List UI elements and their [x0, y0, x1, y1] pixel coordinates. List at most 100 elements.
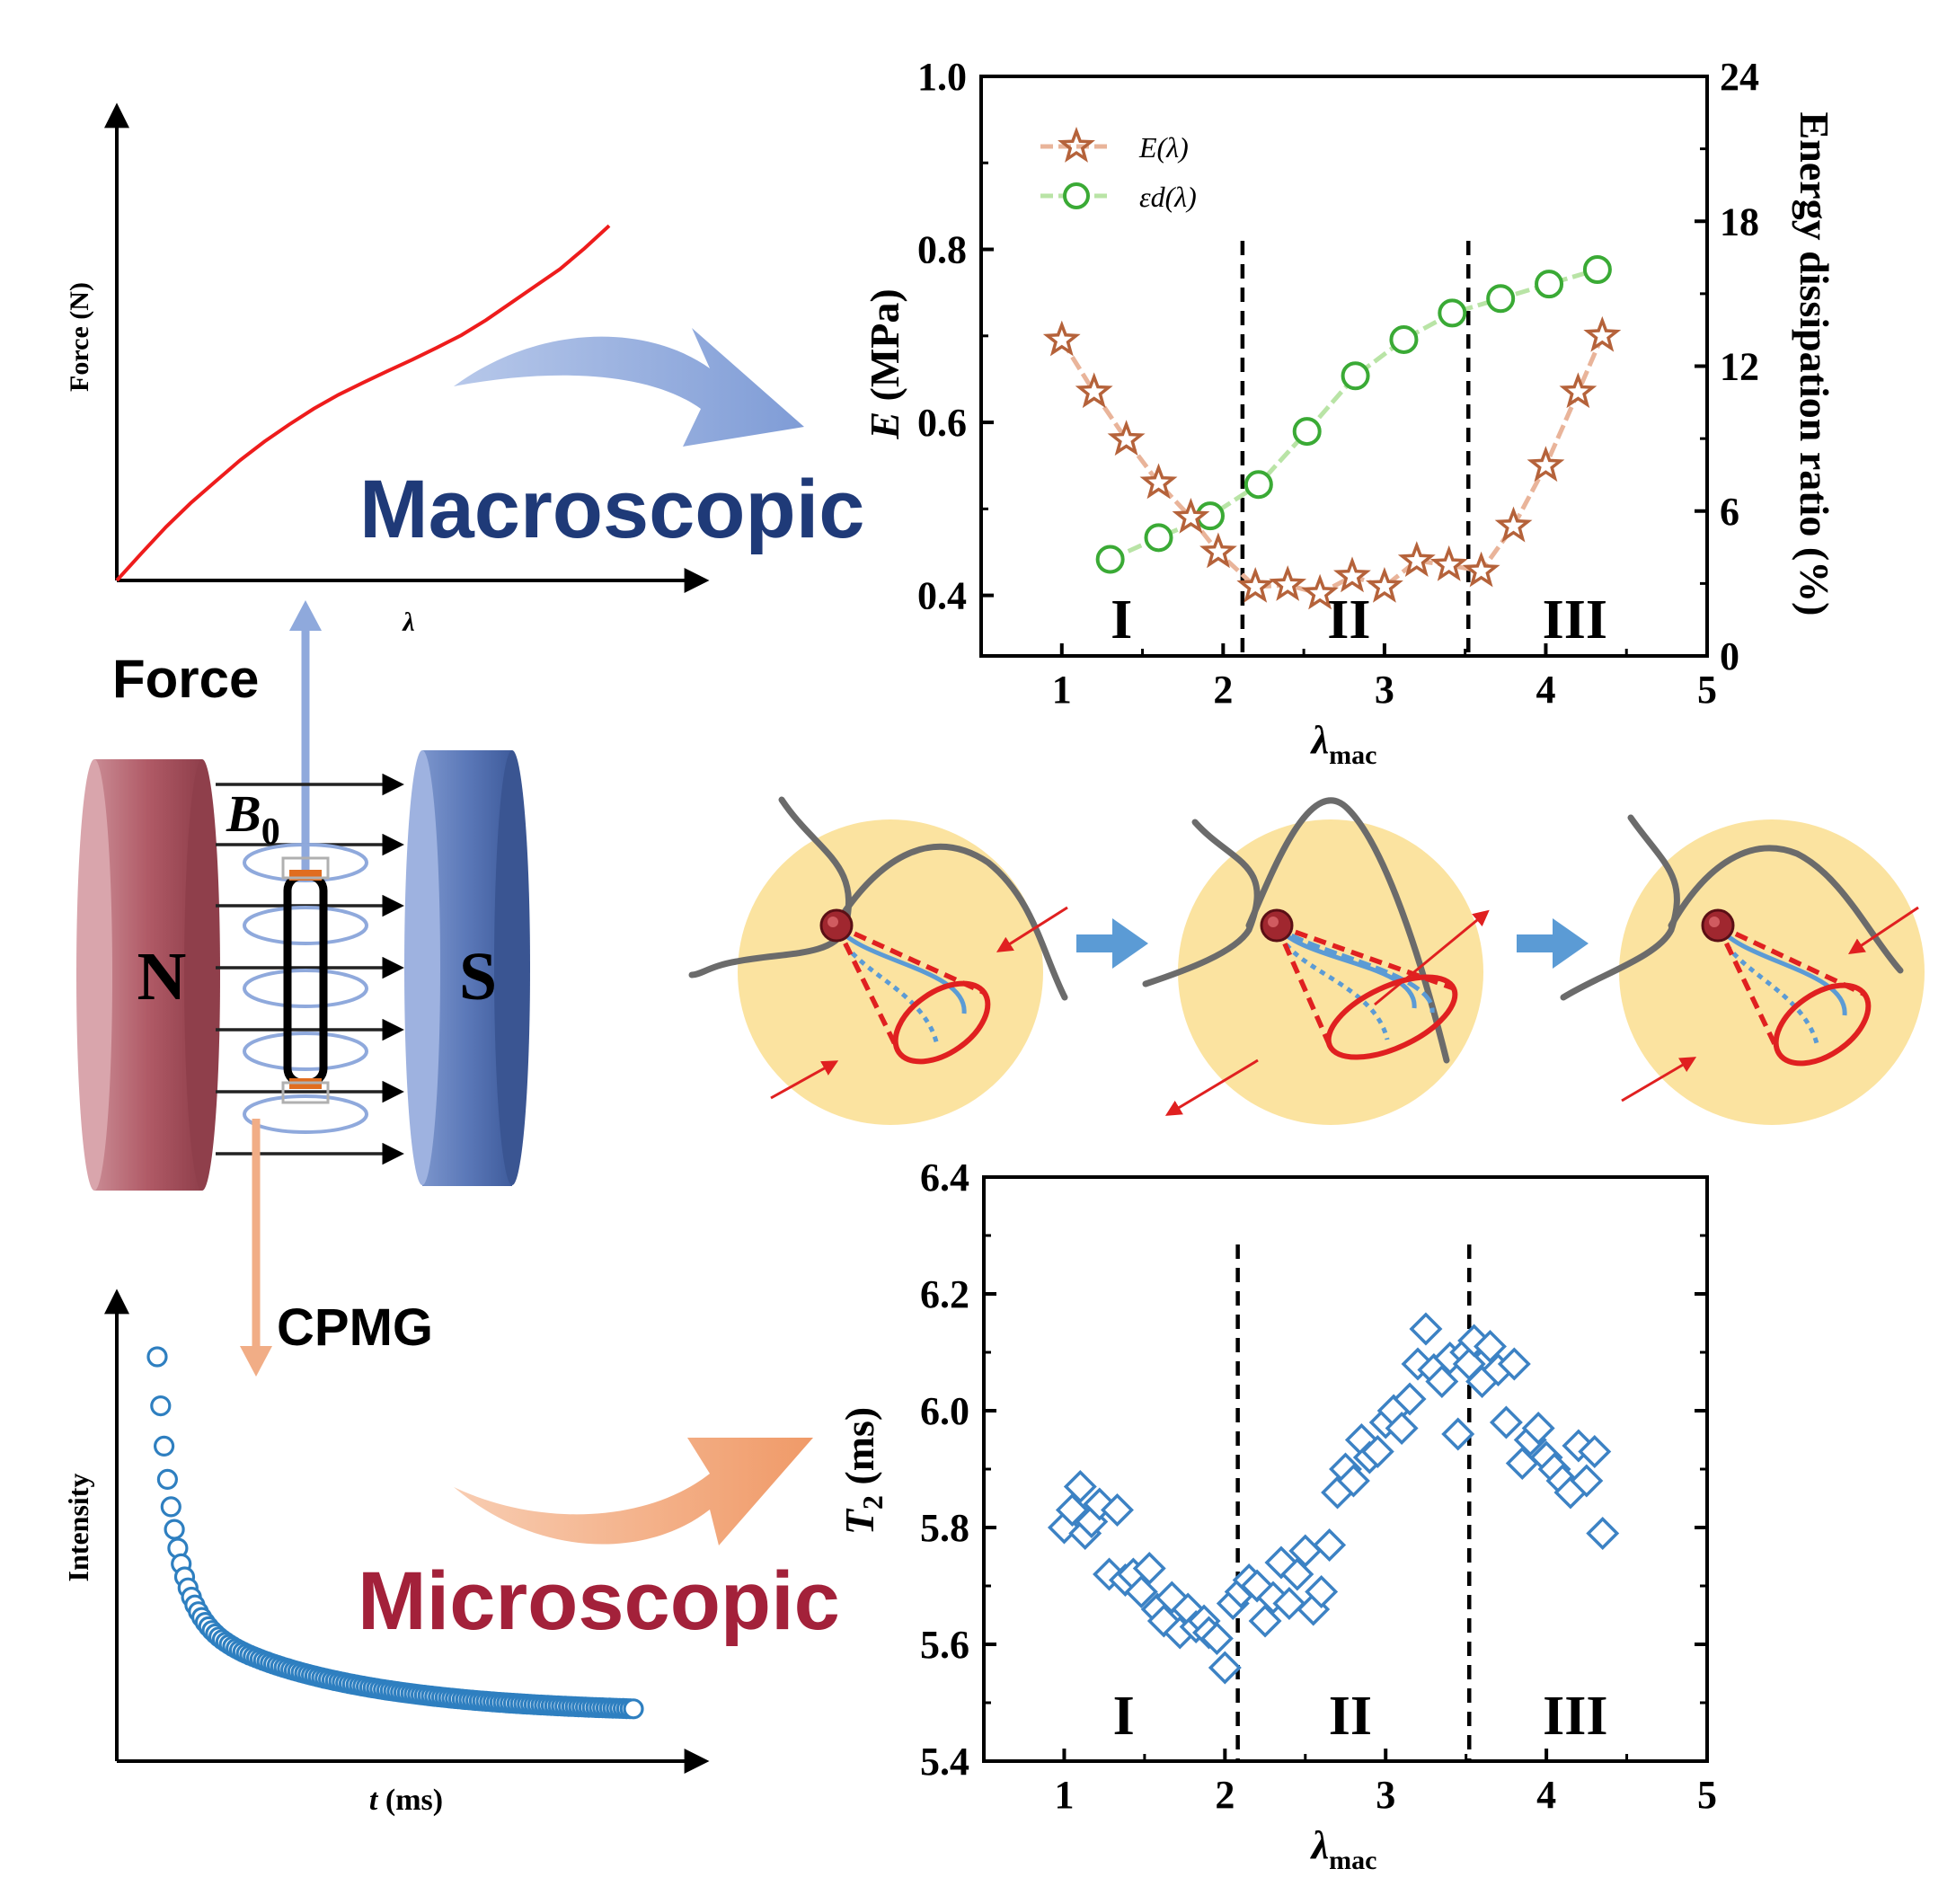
cone-edge — [1715, 924, 1782, 1056]
legend-circle-icon — [1063, 182, 1090, 209]
modulus-x-label: λmac — [1310, 718, 1377, 770]
t2-point — [1101, 1493, 1134, 1527]
ed-point — [1341, 361, 1370, 391]
y-tick-label: 1.0 — [917, 55, 967, 99]
x-tick-label: 5 — [1697, 1773, 1717, 1817]
t2-point — [1055, 1493, 1089, 1527]
strain-arrow — [770, 1060, 839, 1100]
e-point — [1172, 498, 1210, 534]
decay-curve-panel: Intensity t (ms) — [62, 1289, 710, 1817]
y2-tick-label: 6 — [1720, 490, 1739, 534]
t2-point — [1336, 1464, 1370, 1498]
decay-point — [154, 1435, 175, 1457]
chain-schematic-2 — [1142, 797, 1490, 1125]
decay-points — [146, 1346, 644, 1720]
force-arrow-icon — [289, 600, 322, 631]
t2-point — [1360, 1435, 1394, 1468]
magnet-s-label: S — [459, 939, 497, 1014]
sample-holder-top — [281, 856, 330, 880]
crosslink-highlight — [1709, 917, 1720, 927]
t2-chart-dividers — [1235, 1244, 1472, 1761]
t2-point — [1146, 1604, 1181, 1638]
t2-chart: 1 2 3 4 55.45.65.86.06.26.4 I II III T2 (ms) λ… — [836, 1156, 1717, 1875]
polymer-chain-1 — [1668, 845, 1904, 974]
t2-point — [1393, 1382, 1427, 1416]
x-tick-label: 2 — [1213, 668, 1233, 712]
y-tick-label: 0.6 — [917, 401, 967, 445]
e-point — [1559, 372, 1598, 409]
macroscopic-label: Macroscopic — [359, 464, 864, 555]
x-tick-label: 4 — [1536, 668, 1555, 712]
t2-point — [1425, 1365, 1459, 1398]
x-tick-label: 3 — [1376, 1773, 1395, 1817]
t2-point — [1578, 1435, 1612, 1468]
cone-edge — [1274, 924, 1332, 1048]
modulus-y2-label: Energy dissipation ratio (%) — [1792, 112, 1837, 616]
region-label: III — [1543, 1686, 1607, 1747]
cone-ellipse — [892, 980, 991, 1065]
region-label: II — [1327, 589, 1370, 651]
crosslink-highlight — [1268, 917, 1279, 927]
e-point — [1429, 545, 1468, 581]
x-tick-label: 2 — [1215, 1773, 1235, 1817]
legend-ed-label: εd(λ) — [1139, 181, 1197, 213]
e-point — [1365, 567, 1403, 603]
coil-ring-1 — [243, 906, 368, 945]
t2-point — [1272, 1587, 1306, 1620]
y2-tick-label: 12 — [1720, 345, 1759, 389]
ed-point — [1292, 417, 1322, 447]
ed-point — [1389, 324, 1419, 354]
strain-arrow — [996, 906, 1068, 952]
y2-tick-label: 0 — [1720, 634, 1739, 678]
e-point — [1583, 315, 1622, 352]
magnet-n-face — [184, 759, 220, 1191]
magnet-n-label: N — [137, 939, 187, 1014]
force-curve-panel: Force (N) λ — [65, 102, 710, 637]
x-tick-label: 5 — [1697, 668, 1717, 712]
decay-y-label: Intensity — [62, 1474, 94, 1582]
yellow-circle — [738, 819, 1043, 1125]
y-tick-label: 0.4 — [917, 574, 967, 618]
e-point — [1075, 372, 1113, 409]
x-tick-label: 3 — [1375, 668, 1394, 712]
x-tick-label: 1 — [1052, 668, 1072, 712]
polymer-chain-0 — [688, 796, 852, 979]
t2-y-label: T2 (ms) — [836, 1407, 889, 1535]
y-tick-label: 6.0 — [920, 1389, 969, 1433]
t2-point — [1248, 1604, 1282, 1638]
chain-curve-dashed — [1275, 924, 1435, 1014]
region-label: III — [1543, 589, 1607, 651]
region-label: I — [1113, 1686, 1135, 1747]
modulus-chart-frame — [979, 75, 1709, 658]
t2-point — [1063, 1470, 1097, 1503]
ed-point — [1486, 284, 1516, 314]
e-point — [1199, 532, 1237, 569]
chain-curve-dotted — [1274, 925, 1390, 1041]
force-x-label: λ — [401, 607, 414, 637]
strain-arrow — [1848, 906, 1919, 954]
y-tick-label: 0.8 — [917, 228, 967, 272]
y-tick-label: 5.8 — [920, 1506, 969, 1550]
t2-point — [1313, 1528, 1347, 1562]
x-tick-label: 4 — [1536, 1773, 1556, 1817]
modulus-chart-series — [1042, 255, 1622, 610]
t2-point — [1124, 1575, 1158, 1608]
coil-ring-4 — [243, 1094, 368, 1134]
x-tick-label: 1 — [1054, 1773, 1074, 1817]
microscopic-label: Microscopic — [358, 1555, 840, 1647]
coil-ring-2 — [243, 969, 368, 1008]
chain-schematic-1 — [688, 796, 1068, 1125]
t2-x-label: λmac — [1310, 1823, 1377, 1875]
y-tick-label: 6.4 — [920, 1156, 969, 1200]
e-point — [1332, 556, 1371, 593]
cone-edge — [835, 923, 986, 996]
modulus-legend: E(λ) εd(λ) — [1040, 127, 1197, 213]
e-point — [1236, 567, 1275, 603]
decay-point — [150, 1395, 172, 1417]
t2-point — [1199, 1622, 1234, 1655]
cone-ellipse — [1773, 982, 1872, 1067]
ed-point — [1535, 270, 1564, 299]
